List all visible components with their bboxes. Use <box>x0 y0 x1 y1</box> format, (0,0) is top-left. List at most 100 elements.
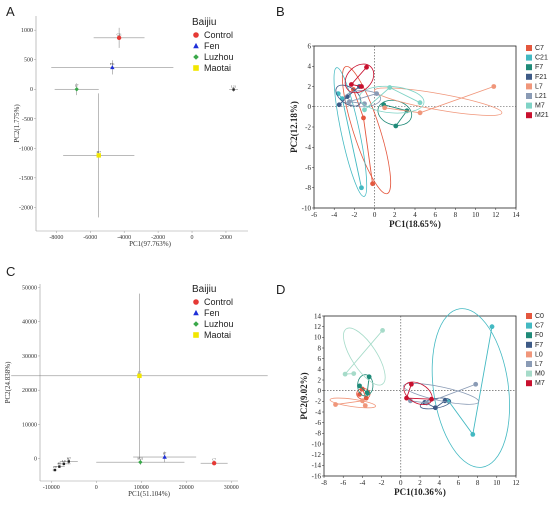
legend-label-maotai: Maotai <box>204 63 231 73</box>
legend-marker-maotai <box>193 65 199 71</box>
panel-letter: A <box>6 4 15 19</box>
point-luzhou <box>138 459 143 465</box>
plot-frame <box>313 45 517 209</box>
legend-label-control: Control <box>204 30 233 40</box>
y-tick-label: 0 <box>30 87 33 93</box>
legend-swatch-m7 <box>526 102 532 109</box>
x-tick-label: -4 <box>359 479 365 487</box>
legend-marker-maotai <box>193 332 199 338</box>
legend-marker-control <box>193 299 199 305</box>
point-c7 <box>370 181 375 187</box>
x-tick-label: 10 <box>472 211 480 219</box>
y-axis-label: PC2(24.838%) <box>4 361 12 403</box>
confidence-ellipse-m0 <box>343 327 386 386</box>
legend-label-c7: C7 <box>535 45 544 52</box>
legend-swatch-f7 <box>526 341 532 348</box>
legend-label-c0: C0 <box>535 313 544 320</box>
series-line-c21 <box>337 93 362 188</box>
y-tick-label: -500 <box>22 117 33 123</box>
x-tick-label: -2 <box>379 479 385 487</box>
point-f0 <box>366 374 372 380</box>
x-tick-label: 2000 <box>220 235 232 241</box>
x-axis-label: PC1(10.36%) <box>394 487 446 497</box>
point-l7 <box>408 398 413 404</box>
x-tick-label: 0 <box>191 235 194 241</box>
y-tick-label: -6 <box>305 164 311 172</box>
x-tick-label: 14 <box>513 211 521 219</box>
y-tick-label: 14 <box>314 312 322 320</box>
legend-label-l7: L7 <box>535 361 543 368</box>
legend-label-f0: F0 <box>535 332 543 339</box>
point-m0 <box>342 371 348 377</box>
legend-swatch-l21 <box>526 93 532 99</box>
panel-letter: D <box>276 282 285 297</box>
y-tick-label: -2000 <box>19 205 33 211</box>
legend-label-c7: C7 <box>535 323 544 330</box>
point-c7 <box>470 432 476 437</box>
x-axis-label: PC1(18.65%) <box>389 219 441 229</box>
confidence-ellipse-l7 <box>374 87 503 116</box>
x-tick-label: -4000 <box>117 235 131 241</box>
point-m7 <box>417 100 423 106</box>
y-tick-label: -8 <box>305 184 311 192</box>
y-tick-label: -12 <box>312 451 322 459</box>
y-tick-label: -1500 <box>19 176 33 182</box>
x-tick-label: -6 <box>311 211 317 219</box>
legend-label-f7: F7 <box>535 342 543 349</box>
point-m21 <box>364 64 369 70</box>
point-fen <box>110 64 115 70</box>
point-label: L21 <box>231 85 236 89</box>
confidence-ellipse-m7 <box>359 85 425 114</box>
point-c7 <box>489 324 495 330</box>
point-m7 <box>408 381 414 387</box>
y-tick-label: 40000 <box>22 320 37 326</box>
legend-swatch-l0 <box>526 351 532 358</box>
confidence-ellipse-m7 <box>403 381 433 406</box>
legend-marker-control <box>193 32 199 38</box>
series-line-m21 <box>350 66 367 87</box>
legend-marker-fen <box>193 309 199 316</box>
point-l21 <box>362 101 367 107</box>
legend-marker-fen <box>193 42 199 49</box>
point-l7 <box>382 105 388 111</box>
legend-marker-luzhou <box>193 321 199 327</box>
point-f21 <box>336 102 342 108</box>
point-label: L7 <box>138 370 142 374</box>
legend-swatch-m7 <box>526 380 532 387</box>
y-axis-label: PC2(9.02%) <box>299 372 309 419</box>
y-tick-label: 6 <box>318 355 322 363</box>
legend-label-m21: M21 <box>535 112 549 119</box>
extra-point <box>67 460 70 463</box>
point-c0 <box>363 395 369 401</box>
point-f7 <box>393 123 399 129</box>
point-control <box>211 460 217 466</box>
extra-point <box>58 465 61 468</box>
point-fen <box>162 454 167 459</box>
y-tick-label: -4 <box>305 144 311 152</box>
panel-letter: B <box>276 4 285 19</box>
legend-swatch-c21 <box>526 54 532 61</box>
x-tick-label: 0 <box>373 211 377 219</box>
confidence-ellipse-l0 <box>329 397 377 409</box>
y-tick-label: -14 <box>312 462 322 470</box>
x-tick-label: -6 <box>340 479 346 487</box>
point-c7 <box>361 115 366 121</box>
confidence-ellipse-m21 <box>344 63 375 94</box>
x-tick-label: 0 <box>399 479 403 487</box>
y-tick-label: 0 <box>308 103 312 111</box>
x-tick-label: -4 <box>331 211 337 219</box>
point-label: M7 <box>67 456 72 460</box>
point-maotai <box>137 373 142 379</box>
y-tick-label: 1000 <box>21 28 33 34</box>
legend-label-l0: L0 <box>535 351 543 358</box>
y-tick-label: 4 <box>318 366 322 374</box>
x-tick-label: 6 <box>457 479 461 487</box>
y-tick-label: 30000 <box>22 354 37 360</box>
legend-swatch-f21 <box>526 73 532 80</box>
x-axis-label: PC1(97.763%) <box>129 240 171 248</box>
y-tick-label: 6 <box>308 42 312 50</box>
point-l0 <box>362 403 368 408</box>
y-tick-label: 4 <box>308 63 312 71</box>
